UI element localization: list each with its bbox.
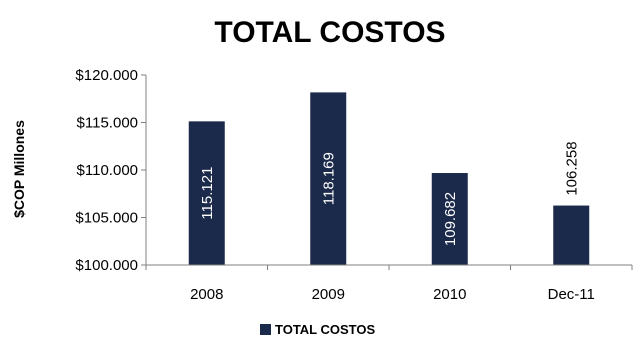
data-label: 118.169 — [320, 152, 337, 205]
bar — [431, 173, 468, 265]
legend-swatch — [260, 324, 271, 335]
legend: TOTAL COSTOS — [260, 322, 375, 337]
y-axis-ticks: $100.000 $105.000 $110.000 $115.000 $120.000 — [75, 67, 146, 274]
legend-label: TOTAL COSTOS — [275, 322, 375, 337]
y-tick-label: $115.000 — [77, 115, 138, 132]
x-tick-label: 2009 — [312, 286, 345, 303]
y-tick-label: $120.000 — [75, 67, 138, 84]
y-axis-label: $COP Millones — [11, 120, 27, 218]
data-label: 115.121 — [199, 167, 216, 220]
x-axis-categories: 2008 2009 2010 Dec-11 — [145, 265, 633, 303]
y-tick-label: $100.000 — [75, 257, 138, 274]
bars — [188, 92, 590, 266]
x-tick-label: 2010 — [433, 286, 466, 303]
data-labels: 115.121 118.169 109.682 106.258 — [199, 141, 581, 246]
data-label: 106.258 — [563, 141, 580, 195]
bar — [553, 205, 590, 265]
y-tick-label: $110.000 — [77, 162, 138, 179]
y-tick-label: $105.000 — [75, 210, 138, 227]
data-label: 109.682 — [442, 192, 459, 246]
bar — [188, 121, 225, 266]
bar — [310, 92, 347, 265]
x-tick-label: 2008 — [190, 286, 223, 303]
x-tick-label: Dec-11 — [548, 286, 595, 303]
chart-title: TOTAL COSTOS — [214, 16, 445, 49]
